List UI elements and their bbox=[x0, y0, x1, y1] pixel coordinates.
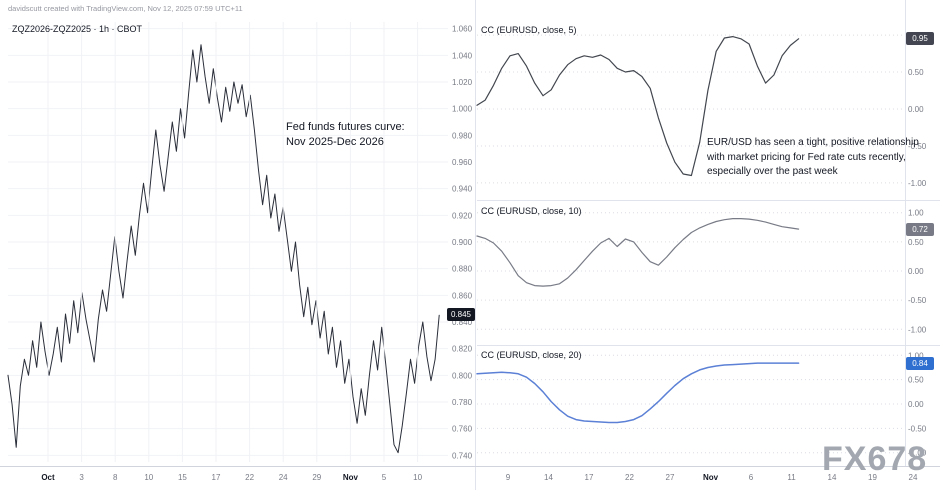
y-tick-label: 0.900 bbox=[452, 238, 473, 247]
indicator-title-cc5: CC (EURUSD, close, 5) bbox=[481, 25, 577, 35]
x-tick-label: Oct bbox=[41, 473, 55, 482]
cc20-value-badge: 0.84 bbox=[906, 357, 934, 370]
x-tick-label: Nov bbox=[343, 473, 359, 482]
x-tick-label: 29 bbox=[312, 473, 321, 482]
time-scale[interactable] bbox=[0, 466, 940, 500]
y-tick-label: 1.020 bbox=[452, 78, 473, 87]
x-tick-label: 27 bbox=[666, 473, 675, 482]
y-tick-label: -0.50 bbox=[908, 142, 927, 151]
x-tick-label: 6 bbox=[749, 473, 754, 482]
y-tick-label: 0.00 bbox=[908, 400, 924, 409]
y-tick-label: -0.50 bbox=[908, 296, 927, 305]
x-tick-label: 22 bbox=[245, 473, 254, 482]
y-tick-label: 0.980 bbox=[452, 131, 473, 140]
x-tick-label: 9 bbox=[506, 473, 511, 482]
x-tick-label: 11 bbox=[787, 473, 796, 482]
x-tick-label: 24 bbox=[909, 473, 918, 482]
x-tick-label: 10 bbox=[144, 473, 153, 482]
series-line bbox=[476, 218, 800, 287]
y-tick-label: 0.880 bbox=[452, 265, 473, 274]
y-tick-label: -0.50 bbox=[908, 424, 927, 433]
y-tick-label: 0.00 bbox=[908, 105, 924, 114]
y-tick-label: 1.040 bbox=[452, 51, 473, 60]
attribution-text: davidscutt created with TradingView.com,… bbox=[8, 4, 243, 13]
y-tick-label: 0.860 bbox=[452, 291, 473, 300]
y-tick-label: 0.50 bbox=[908, 238, 924, 247]
y-tick-label: 0.820 bbox=[452, 345, 473, 354]
x-tick-label: 5 bbox=[382, 473, 387, 482]
indicator-title-cc20: CC (EURUSD, close, 20) bbox=[481, 350, 582, 360]
x-tick-label: 22 bbox=[625, 473, 634, 482]
y-tick-label: 1.00 bbox=[908, 351, 924, 360]
y-tick-label: 0.50 bbox=[908, 68, 924, 77]
cc5-value-badge: 0.95 bbox=[906, 32, 934, 45]
y-tick-label: 0.760 bbox=[452, 425, 473, 434]
y-tick-label: 0.960 bbox=[452, 158, 473, 167]
series-line bbox=[476, 362, 800, 424]
symbol-title: ZQZ2026-ZQZ2025 · 1h · CBOT bbox=[12, 24, 143, 34]
x-tick-label: 14 bbox=[828, 473, 837, 482]
watermark: FX678 bbox=[822, 440, 928, 478]
y-tick-label: -1.00 bbox=[908, 325, 927, 334]
y-tick-label: 0.00 bbox=[908, 267, 924, 276]
y-tick-label: 0.780 bbox=[452, 398, 473, 407]
right-annotation: EUR/USD has seen a tight, positive relat… bbox=[707, 137, 919, 177]
y-tick-label: -1.00 bbox=[908, 449, 927, 458]
x-tick-label: 17 bbox=[585, 473, 594, 482]
x-tick-label: Nov bbox=[703, 473, 719, 482]
x-tick-label: 15 bbox=[178, 473, 187, 482]
last-price-badge: 0.845 bbox=[447, 308, 475, 321]
x-tick-label: 24 bbox=[279, 473, 288, 482]
right-price-scale[interactable] bbox=[905, 0, 940, 466]
y-tick-label: 1.000 bbox=[452, 105, 473, 114]
x-tick-label: 3 bbox=[79, 473, 84, 482]
left-price-scale[interactable] bbox=[448, 0, 475, 466]
left-annotation: Fed funds futures curve: Nov 2025-Dec 20… bbox=[286, 121, 405, 149]
cc10-value-badge: 0.72 bbox=[906, 223, 934, 236]
y-tick-label: 1.00 bbox=[908, 209, 924, 218]
x-tick-label: 17 bbox=[212, 473, 221, 482]
x-tick-label: 19 bbox=[868, 473, 877, 482]
y-tick-label: 0.740 bbox=[452, 451, 473, 460]
x-tick-label: 8 bbox=[113, 473, 118, 482]
series-line bbox=[7, 44, 440, 454]
series-line bbox=[476, 35, 800, 177]
y-tick-label: -1.00 bbox=[908, 179, 927, 188]
indicator-title-cc10: CC (EURUSD, close, 10) bbox=[481, 206, 582, 216]
y-tick-label: 0.920 bbox=[452, 211, 473, 220]
y-tick-label: 0.800 bbox=[452, 371, 473, 380]
y-tick-label: 0.940 bbox=[452, 185, 473, 194]
y-tick-label: 0.50 bbox=[908, 376, 924, 385]
y-tick-label: 0.840 bbox=[452, 318, 473, 327]
x-tick-label: 14 bbox=[544, 473, 553, 482]
x-tick-label: 10 bbox=[413, 473, 422, 482]
y-tick-label: 1.060 bbox=[452, 25, 473, 34]
